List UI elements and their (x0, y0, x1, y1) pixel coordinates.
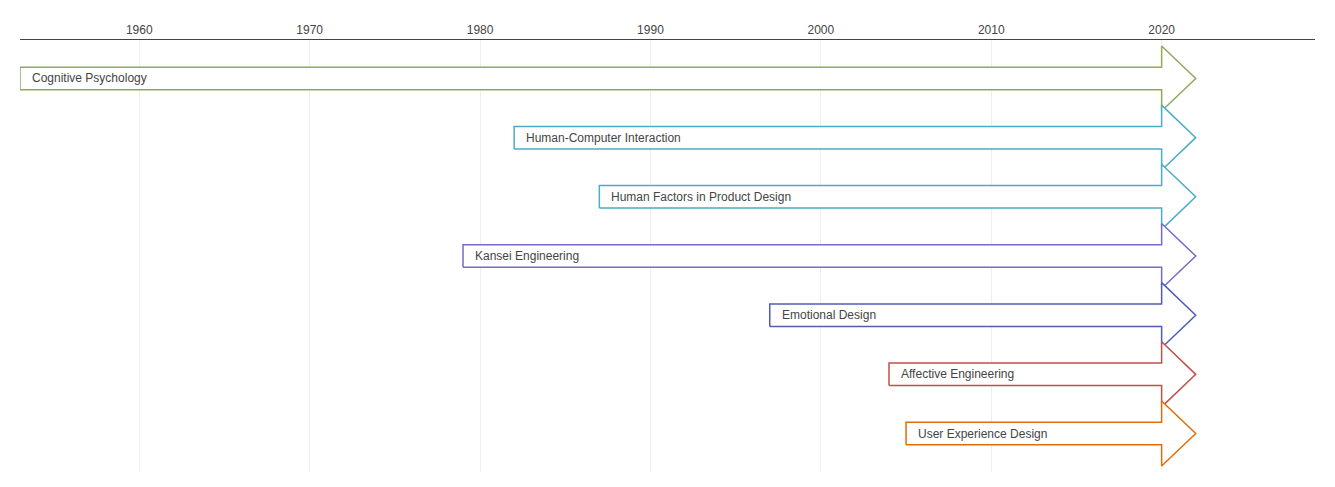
svg-text:Human-Computer Interaction: Human-Computer Interaction (526, 131, 681, 145)
svg-text:Kansei Engineering: Kansei Engineering (475, 249, 579, 263)
svg-text:2010: 2010 (978, 23, 1005, 37)
svg-text:Human Factors in Product Desig: Human Factors in Product Design (611, 190, 791, 204)
svg-text:1970: 1970 (296, 23, 323, 37)
svg-text:Emotional Design: Emotional Design (782, 308, 876, 322)
svg-text:1990: 1990 (637, 23, 664, 37)
svg-text:2020: 2020 (1148, 23, 1175, 37)
svg-text:Cognitive Psychology: Cognitive Psychology (32, 71, 147, 85)
svg-text:1980: 1980 (467, 23, 494, 37)
svg-text:1960: 1960 (126, 23, 153, 37)
svg-text:2000: 2000 (808, 23, 835, 37)
svg-text:User Experience Design: User Experience Design (918, 427, 1047, 441)
svg-text:Affective Engineering: Affective Engineering (901, 367, 1014, 381)
